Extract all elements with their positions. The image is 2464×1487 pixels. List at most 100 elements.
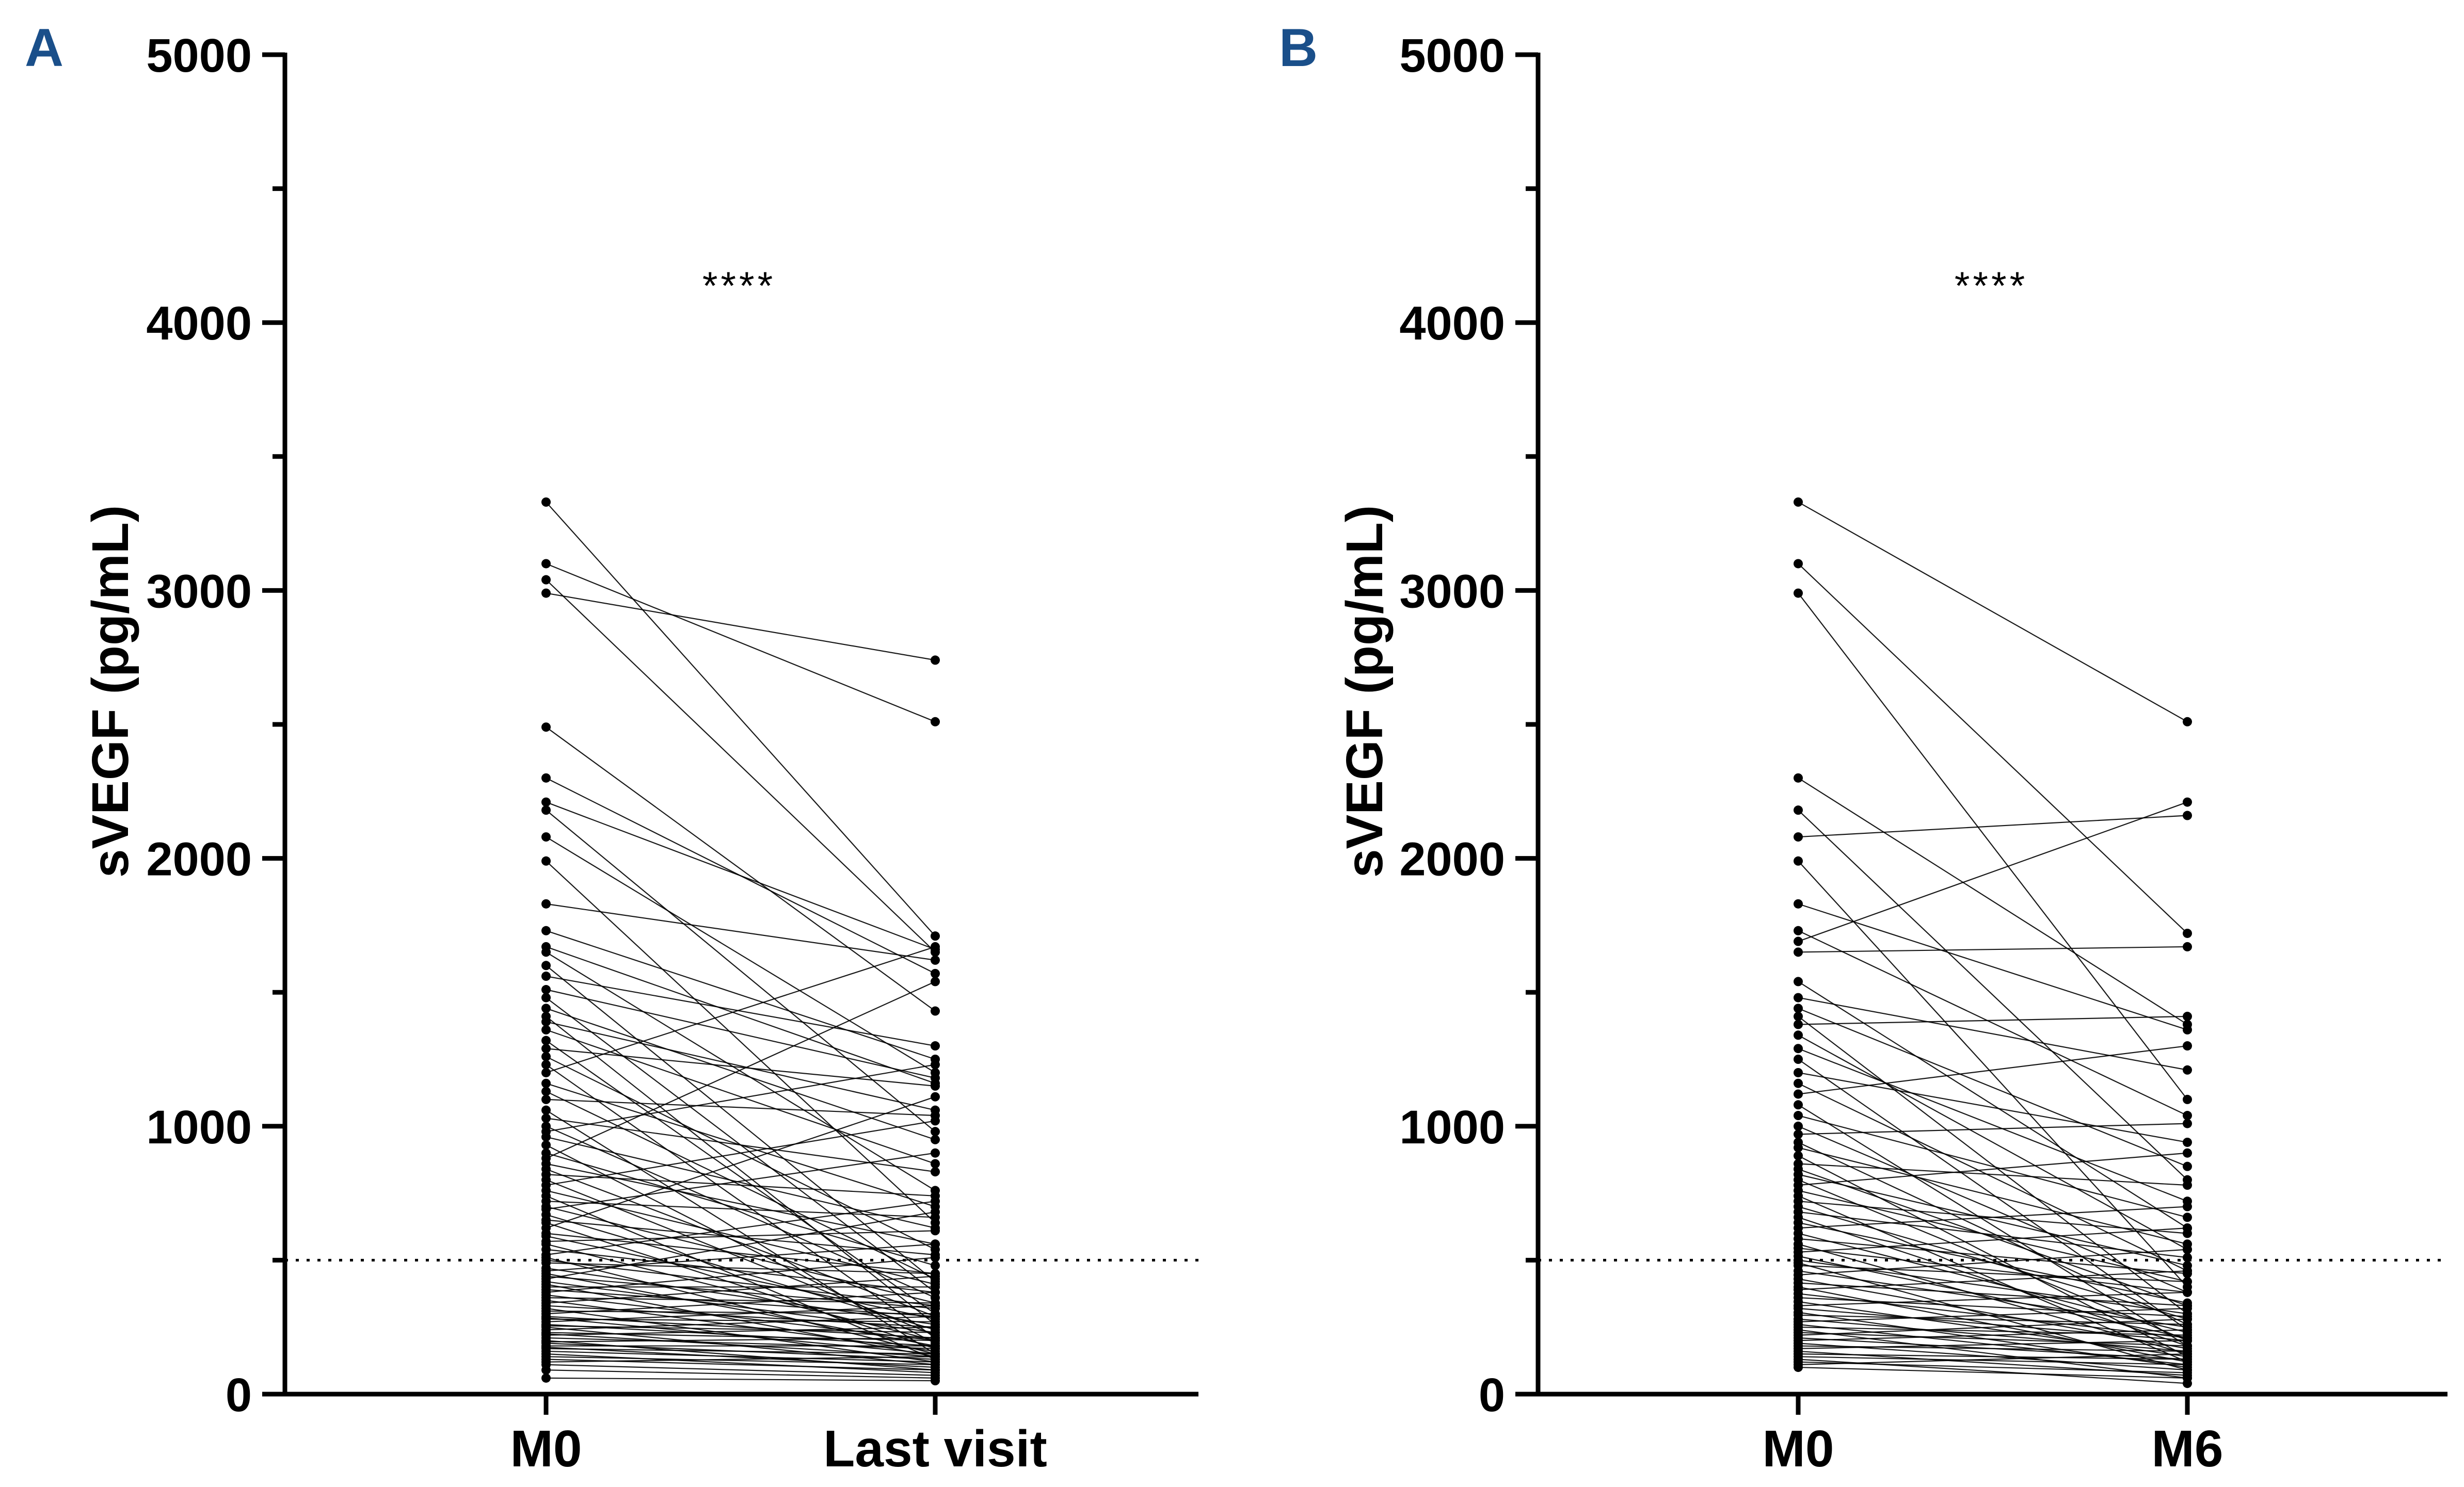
data-point-last-visit (931, 1352, 940, 1362)
data-point-last-visit (931, 1197, 940, 1206)
pair-line (1798, 1125, 2188, 1293)
pair-line (546, 1377, 936, 1382)
pair-line (546, 1098, 936, 1117)
pair-line (546, 1235, 936, 1320)
data-point-m6 (2183, 797, 2192, 807)
y-tick-label: 5000 (146, 29, 252, 82)
pair-line (546, 903, 936, 961)
data-point-m6 (2183, 1276, 2192, 1286)
data-point-m0 (1794, 977, 1803, 987)
pair-line (1798, 1353, 2188, 1365)
pair-line (1798, 1104, 2188, 1347)
data-point-m0 (541, 797, 551, 807)
pair-line (1798, 1297, 2188, 1317)
data-point-last-visit (931, 1271, 940, 1281)
pair-line (1798, 1353, 2188, 1360)
pair-line (546, 1356, 936, 1363)
pair-line (1798, 1233, 2188, 1333)
data-point-last-visit (931, 1167, 940, 1177)
pair-line (1798, 1314, 2188, 1326)
y-tick-label: 4000 (1399, 297, 1505, 350)
pair-line (546, 1163, 936, 1245)
pair-line (546, 965, 936, 1282)
pair-line (546, 1310, 936, 1315)
pair-line (1798, 1278, 2188, 1349)
pair-line (546, 1230, 936, 1242)
y-tick-label: 5000 (1399, 29, 1505, 82)
pair-line (546, 1305, 936, 1328)
pair-line (546, 981, 936, 1159)
pair-line (546, 1291, 936, 1315)
data-point-m0 (1794, 947, 1803, 957)
data-point-m6 (2183, 1161, 2192, 1171)
pair-line (546, 1096, 936, 1229)
pair-line (1798, 1045, 2188, 1095)
data-point-last-visit (931, 1041, 940, 1051)
data-point-last-visit (931, 1260, 940, 1270)
pair-line (1798, 592, 2188, 1100)
pair-line (1798, 815, 2188, 838)
data-point-m6 (2183, 1373, 2192, 1383)
pair-line (546, 726, 936, 1012)
x-category-label: M0 (1763, 1420, 1834, 1478)
pair-line (546, 1267, 936, 1326)
pair-line (546, 579, 936, 953)
data-point-m0 (1794, 1089, 1803, 1099)
data-point-m0 (1794, 805, 1803, 815)
data-point-m0 (541, 856, 551, 866)
data-point-last-visit (931, 655, 940, 665)
pair-line (546, 1275, 936, 1304)
data-point-last-visit (931, 1312, 940, 1321)
data-point-m0 (1794, 497, 1803, 507)
data-point-last-visit (931, 1253, 940, 1263)
data-point-last-visit (931, 1239, 940, 1249)
data-point-m0 (1794, 559, 1803, 569)
data-point-m6 (2183, 1325, 2192, 1335)
data-point-m0 (541, 1105, 551, 1115)
pair-line (1798, 1206, 2188, 1229)
plot-area-b: 0 1000 2000 3000 4000 5000 M0 M6 (1399, 29, 2447, 1478)
data-point-m0 (541, 1094, 551, 1104)
data-point-m0 (541, 722, 551, 732)
data-point-m0 (541, 961, 551, 971)
pair-line (546, 1064, 936, 1133)
data-point-last-visit (931, 717, 940, 726)
pair-line (546, 975, 936, 1047)
pair-line (546, 1021, 936, 1111)
pair-line (546, 1152, 936, 1210)
pair-line (1798, 563, 2188, 934)
pair-line (1798, 1291, 2188, 1306)
pair-line (1798, 502, 2188, 722)
pair-line (546, 946, 936, 1084)
pair-line (546, 563, 936, 722)
pair-line (1798, 981, 2188, 1229)
data-point-last-visit (931, 1127, 940, 1137)
pair-line (1798, 1035, 2188, 1250)
data-point-m0 (541, 1078, 551, 1088)
panel-letter-a: A (25, 18, 63, 78)
pair-line (546, 1249, 936, 1293)
y-tick-label: 0 (226, 1369, 252, 1421)
significance-label-a: **** (702, 264, 776, 308)
data-point-last-visit (931, 1148, 940, 1158)
data-point-m6 (2183, 1025, 2192, 1035)
data-point-last-visit (931, 1207, 940, 1217)
pair-line (1798, 1270, 2188, 1290)
pair-line (1798, 1168, 2188, 1306)
pair-line (1798, 1227, 2188, 1253)
data-point-last-visit (931, 1006, 940, 1016)
pair-line (1798, 946, 2188, 953)
data-point-m6 (2183, 928, 2192, 938)
data-point-m6 (2183, 1253, 2192, 1263)
data-point-m6 (2183, 1287, 2192, 1297)
pair-line (1798, 1048, 2188, 1202)
pair-line (546, 1347, 936, 1368)
pair-line (1798, 1082, 2188, 1272)
pair-line (1798, 1249, 2188, 1276)
pair-line (546, 1214, 936, 1331)
data-point-last-visit (931, 977, 940, 987)
data-point-last-visit (931, 1092, 940, 1102)
data-point-last-visit (931, 1287, 940, 1297)
data-point-m0 (541, 1060, 551, 1070)
data-point-m0 (1794, 1068, 1803, 1077)
